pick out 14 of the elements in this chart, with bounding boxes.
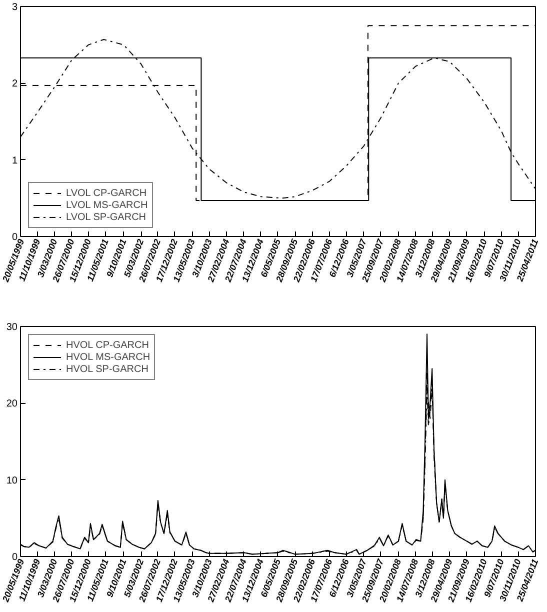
legend-label: LVOL SP-GARCH [66, 211, 146, 223]
y-tick-label: 3 [12, 2, 18, 13]
legend-label: HVOL SP-GARCH [66, 363, 148, 375]
y-tick-label: 1 [12, 155, 18, 166]
y-tick-label: 0 [12, 552, 18, 563]
y-tick-label: 10 [6, 475, 18, 486]
legend-label: HVOL MS-GARCH [66, 351, 150, 363]
legend-label: LVOL MS-GARCH [66, 199, 148, 211]
legend-label: HVOL CP-GARCH [66, 339, 149, 351]
y-tick-label: 2 [12, 78, 18, 90]
legend-label: LVOL CP-GARCH [66, 187, 147, 199]
y-tick-label: 0 [12, 232, 18, 243]
y-tick-label: 30 [6, 322, 18, 333]
y-tick-label: 20 [6, 398, 18, 410]
